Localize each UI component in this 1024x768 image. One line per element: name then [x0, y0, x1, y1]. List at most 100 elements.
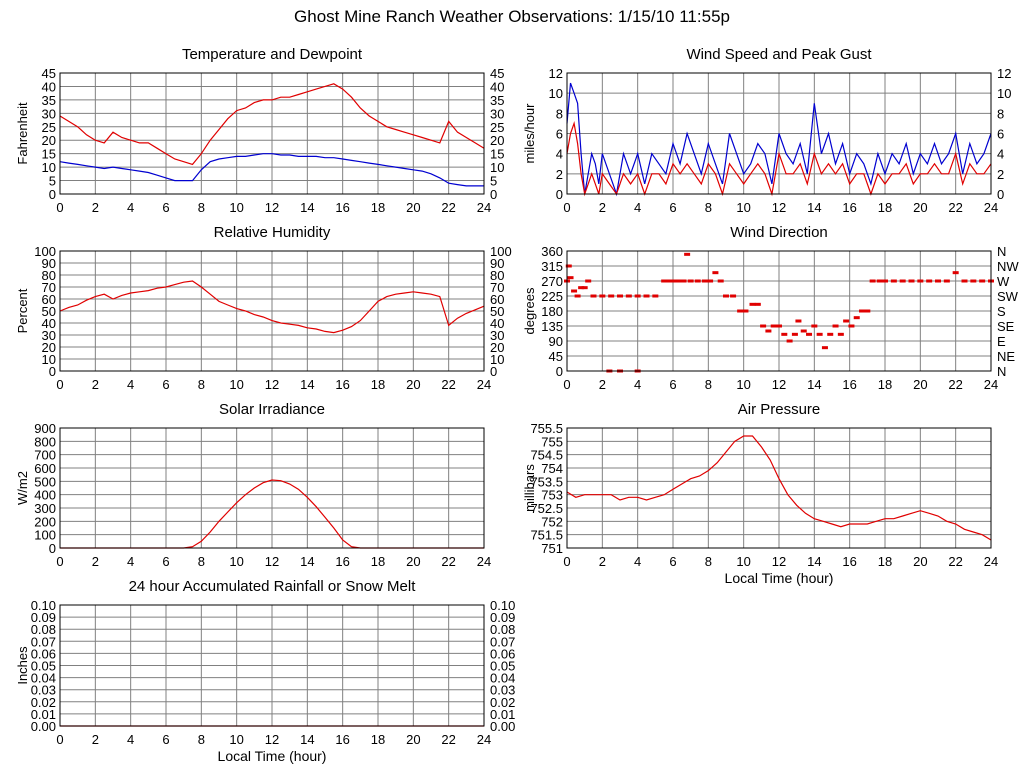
compass-label: N — [997, 364, 1006, 379]
x-tick-label: 8 — [198, 200, 205, 215]
data-point — [908, 279, 915, 283]
data-point — [890, 279, 897, 283]
data-point — [661, 279, 668, 283]
y-tick-label: 0.02 — [31, 695, 56, 710]
y-tick-label: 754 — [541, 461, 563, 476]
x-tick-label: 18 — [878, 200, 892, 215]
x-tick-label: 6 — [162, 200, 169, 215]
y-tick-label-right: 45 — [490, 66, 504, 81]
x-tick-label: 4 — [634, 200, 641, 215]
data-point — [643, 294, 650, 298]
plot-frame — [59, 427, 485, 549]
y-tick-label: 270 — [541, 274, 563, 289]
y-tick-label-right: 0.03 — [490, 683, 515, 698]
y-tick-label-right: 4 — [997, 147, 1004, 162]
y-tick-label: 90 — [549, 334, 563, 349]
y-tick-label: 200 — [34, 514, 56, 529]
y-tick-label-right: 80 — [490, 268, 504, 283]
y-tick-label: 0.05 — [31, 659, 56, 674]
y-tick-label: 15 — [42, 147, 56, 162]
compass-label: SW — [997, 289, 1019, 304]
data-point — [770, 324, 777, 328]
y-tick-label: 25 — [42, 120, 56, 135]
x-tick-label: 20 — [913, 554, 927, 569]
x-tick-label: 0 — [56, 732, 63, 747]
y-tick-label: 90 — [42, 256, 56, 271]
series-line — [60, 479, 484, 549]
x-tick-label: 4 — [634, 377, 641, 392]
data-point — [684, 252, 691, 256]
data-point — [765, 329, 772, 333]
y-tick-label: 10 — [42, 352, 56, 367]
x-tick-label: 22 — [948, 200, 962, 215]
x-tick-label: 0 — [563, 554, 570, 569]
y-tick-label-right: 20 — [490, 133, 504, 148]
x-tick-label: 0 — [56, 200, 63, 215]
data-point — [730, 294, 737, 298]
y-tick-label-right: 35 — [490, 93, 504, 108]
data-point — [666, 279, 673, 283]
y-tick-label-right: 30 — [490, 106, 504, 121]
compass-label: W — [997, 274, 1010, 289]
y-tick-label-right: 40 — [490, 316, 504, 331]
y-tick-label: 10 — [42, 160, 56, 175]
y-tick-label-right: 0.09 — [490, 610, 515, 625]
x-tick-label: 0 — [56, 554, 63, 569]
data-point — [634, 294, 641, 298]
y-tick-label: 8 — [556, 106, 563, 121]
plot-frame — [566, 72, 992, 195]
y-tick-label: 2 — [556, 167, 563, 182]
compass-label: SE — [997, 319, 1015, 334]
x-tick-label: 6 — [162, 554, 169, 569]
solar-ylabel: W/m2 — [15, 471, 30, 505]
y-tick-label-right: 15 — [490, 147, 504, 162]
x-tick-label: 20 — [913, 200, 927, 215]
y-tick-label-right: 0.05 — [490, 659, 515, 674]
x-tick-label: 22 — [441, 200, 455, 215]
y-tick-label-right: 0.06 — [490, 646, 515, 661]
x-tick-label: 12 — [265, 732, 279, 747]
y-tick-label: 0.08 — [31, 622, 56, 637]
y-tick-label-right: 0 — [997, 187, 1004, 202]
rainfall-ylabel: Inches — [15, 646, 30, 685]
x-tick-label: 14 — [807, 554, 821, 569]
y-tick-label: 5 — [49, 174, 56, 189]
y-tick-label-right: 0.10 — [490, 598, 515, 613]
y-tick-label-right: 10 — [997, 86, 1011, 101]
y-tick-label: 20 — [42, 133, 56, 148]
x-tick-label: 10 — [229, 554, 243, 569]
data-point — [742, 309, 749, 313]
x-tick-label: 12 — [265, 200, 279, 215]
y-tick-label: 0.10 — [31, 598, 56, 613]
x-tick-label: 8 — [705, 200, 712, 215]
y-tick-label-right: 5 — [490, 174, 497, 189]
humidity-ylabel: Percent — [15, 288, 30, 333]
y-tick-label: 755.5 — [530, 421, 563, 436]
x-tick-label: 6 — [162, 732, 169, 747]
y-tick-label: 45 — [42, 66, 56, 81]
x-tick-label: 0 — [563, 200, 570, 215]
x-tick-label: 10 — [229, 200, 243, 215]
y-tick-label: 0 — [556, 364, 563, 379]
x-tick-label: 16 — [335, 377, 349, 392]
x-tick-label: 2 — [92, 554, 99, 569]
y-tick-label: 800 — [34, 434, 56, 449]
x-tick-label: 14 — [300, 377, 314, 392]
data-point — [571, 289, 578, 293]
data-point — [786, 339, 793, 343]
y-tick-label: 753 — [541, 488, 563, 503]
rainfall-xlabel: Local Time (hour) — [218, 748, 327, 764]
y-tick-label: 0.01 — [31, 707, 56, 722]
x-tick-label: 16 — [842, 200, 856, 215]
data-point — [625, 294, 632, 298]
y-tick-label: 0.09 — [31, 610, 56, 625]
x-tick-label: 18 — [371, 554, 385, 569]
data-point — [652, 294, 659, 298]
data-point — [680, 279, 687, 283]
pressure-ylabel: millibars — [522, 464, 537, 512]
data-point — [670, 279, 676, 283]
wind-direction-ylabel: degrees — [522, 287, 537, 334]
data-point — [599, 294, 606, 298]
y-tick-label-right: 90 — [490, 256, 504, 271]
